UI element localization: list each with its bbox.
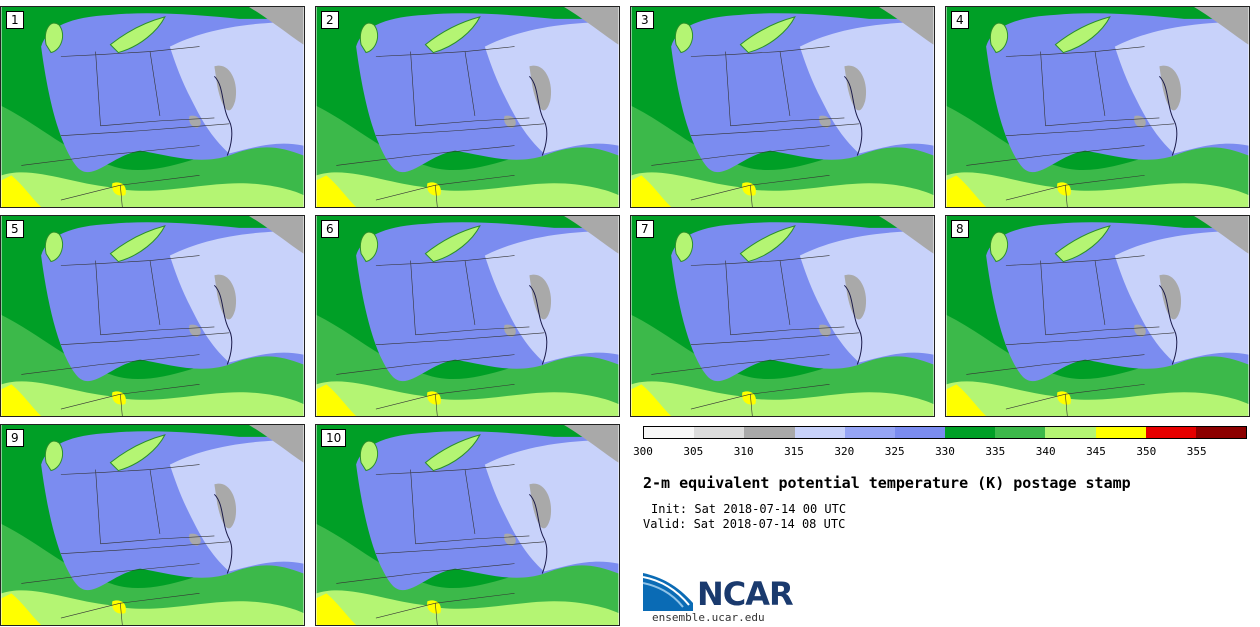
- colorbar-segment-11: [1145, 427, 1196, 438]
- colorbar-segment-12: [1195, 427, 1247, 438]
- figure-title: 2-m equivalent potential temperature (K)…: [643, 474, 1131, 492]
- colorbar-segment-6: [894, 427, 946, 438]
- map-panel-10: 10: [315, 424, 620, 626]
- map-panel-8: 8: [945, 215, 1250, 417]
- colorbar-segment-9: [1045, 427, 1096, 438]
- panel-label: 3: [636, 11, 654, 29]
- map-image-5: [1, 216, 304, 416]
- map-image-7: [631, 216, 934, 416]
- map-panel-6: 6: [315, 215, 620, 417]
- colorbar: [643, 426, 1247, 439]
- colorbar-tick-label: 310: [733, 445, 754, 458]
- logo-url: ensemble.ucar.edu: [652, 611, 765, 624]
- map-panel-7: 7: [630, 215, 935, 417]
- colorbar-tick-label: 350: [1136, 445, 1157, 458]
- panel-label: 10: [321, 429, 347, 447]
- colorbar-segment-7: [945, 427, 996, 438]
- panel-label: 2: [321, 11, 339, 29]
- colorbar-segment-3: [744, 427, 795, 438]
- ncar-logo-icon: [643, 573, 693, 611]
- valid-time: Valid: Sat 2018-07-14 08 UTC: [643, 517, 846, 531]
- map-panel-4: 4: [945, 6, 1250, 208]
- panel-label: 4: [951, 11, 969, 29]
- map-image-1: [1, 7, 304, 207]
- map-image-9: [1, 425, 304, 625]
- map-image-6: [316, 216, 619, 416]
- panel-label: 9: [6, 429, 24, 447]
- map-image-10: [316, 425, 619, 625]
- colorbar-segment-8: [995, 427, 1046, 438]
- colorbar-segment-5: [844, 427, 895, 438]
- colorbar-ticks: 300 305 310 315 320 325 330 335 340 345 350 355: [633, 445, 1247, 459]
- colorbar-segment-4: [794, 427, 845, 438]
- map-panel-3: 3: [630, 6, 935, 208]
- map-image-4: [946, 7, 1249, 207]
- colorbar-tick-label: 355: [1186, 445, 1207, 458]
- colorbar-segment-2: [694, 427, 745, 438]
- map-image-3: [631, 7, 934, 207]
- map-image-2: [316, 7, 619, 207]
- colorbar-tick-label: 345: [1086, 445, 1106, 458]
- panel-label: 6: [321, 220, 339, 238]
- panel-label: 1: [6, 11, 24, 29]
- panel-label: 8: [951, 220, 969, 238]
- colorbar-tick-label: 335: [985, 445, 1006, 458]
- map-panel-9: 9: [0, 424, 305, 626]
- colorbar-tick-label: 300: [633, 445, 653, 458]
- map-panel-5: 5: [0, 215, 305, 417]
- logo-wordmark: NCAR: [697, 575, 794, 613]
- map-image-8: [946, 216, 1249, 416]
- colorbar-tick-label: 305: [683, 445, 704, 458]
- colorbar-segment-10: [1095, 427, 1146, 438]
- map-panel-1: 1: [0, 6, 305, 208]
- colorbar-tick-label: 340: [1035, 445, 1056, 458]
- colorbar-tick-label: 325: [884, 445, 905, 458]
- panel-label: 7: [636, 220, 654, 238]
- colorbar-tick-label: 320: [834, 445, 855, 458]
- colorbar-tick-label: 315: [784, 445, 804, 458]
- map-panel-2: 2: [315, 6, 620, 208]
- init-time: Init: Sat 2018-07-14 00 UTC: [651, 502, 847, 516]
- colorbar-tick-label: 330: [935, 445, 955, 458]
- colorbar-segment-1: [644, 427, 695, 438]
- panel-label: 5: [6, 220, 24, 238]
